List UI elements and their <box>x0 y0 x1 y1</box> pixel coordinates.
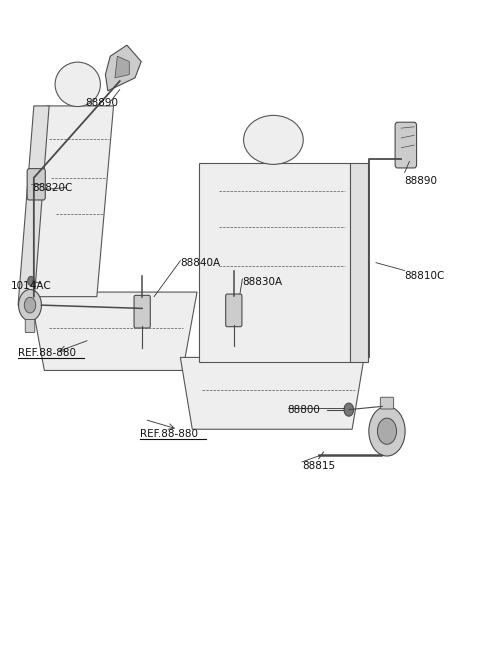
Polygon shape <box>180 358 364 429</box>
Polygon shape <box>30 106 114 297</box>
Text: 88890: 88890 <box>85 98 118 108</box>
Circle shape <box>28 276 34 285</box>
Text: REF.88-880: REF.88-880 <box>140 429 198 439</box>
FancyBboxPatch shape <box>226 294 242 327</box>
Text: REF.88-880: REF.88-880 <box>18 348 76 358</box>
Text: 88820C: 88820C <box>33 182 73 193</box>
Text: 88810C: 88810C <box>405 271 445 281</box>
FancyBboxPatch shape <box>380 398 394 409</box>
Text: 88830A: 88830A <box>242 277 283 287</box>
Polygon shape <box>199 163 350 362</box>
Polygon shape <box>115 56 129 78</box>
Ellipse shape <box>55 62 100 106</box>
FancyBboxPatch shape <box>27 169 45 200</box>
FancyBboxPatch shape <box>395 122 417 168</box>
Polygon shape <box>106 45 141 91</box>
Ellipse shape <box>243 115 303 165</box>
Circle shape <box>19 289 41 321</box>
Circle shape <box>369 406 405 456</box>
Circle shape <box>344 403 354 416</box>
Text: 88840A: 88840A <box>180 258 220 268</box>
Text: 88800: 88800 <box>288 405 321 415</box>
Circle shape <box>377 418 396 444</box>
Text: 88815: 88815 <box>302 461 335 472</box>
Polygon shape <box>30 292 197 371</box>
Text: 88890: 88890 <box>405 176 438 186</box>
FancyBboxPatch shape <box>134 295 150 328</box>
Circle shape <box>24 297 36 313</box>
Text: 1014AC: 1014AC <box>11 281 52 291</box>
Polygon shape <box>350 163 368 362</box>
Polygon shape <box>18 106 49 305</box>
FancyBboxPatch shape <box>25 319 35 333</box>
